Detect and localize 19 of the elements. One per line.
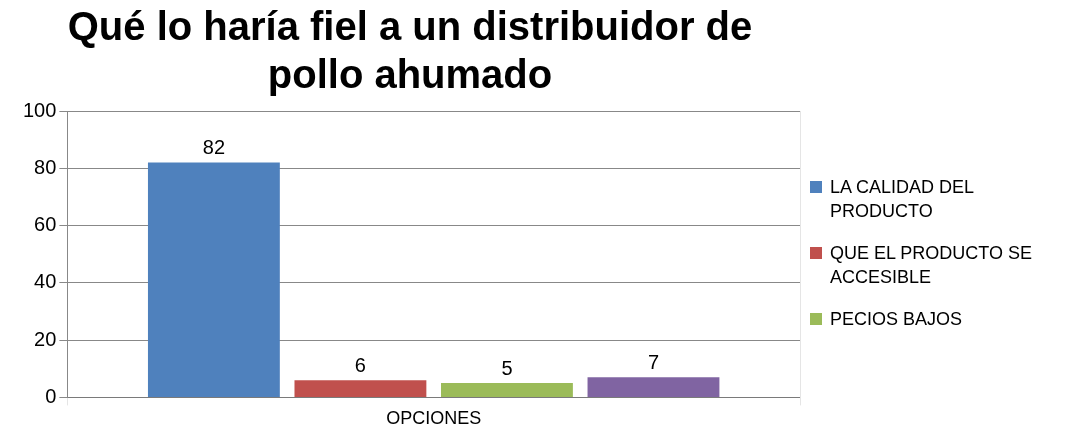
y-tick-label: 80 [34, 155, 57, 178]
bar [294, 380, 427, 397]
x-tick-label: OPCIONES [386, 408, 482, 429]
data-label: 6 [354, 353, 366, 376]
bar [147, 162, 280, 397]
y-tick-label: 40 [34, 270, 57, 293]
legend-label: LA CALIDAD DEL PRODUCTO [830, 176, 975, 223]
y-tick-label: 0 [45, 384, 57, 407]
bar [587, 377, 720, 397]
data-label: 5 [501, 356, 513, 379]
bar [441, 383, 573, 397]
y-tick-label: 100 [22, 98, 57, 121]
data-label: 7 [647, 350, 660, 373]
data-label: 82 [202, 136, 226, 159]
legend-label: QUE EL PRODUCTO SE ACCESIBLE [830, 242, 1034, 289]
legend-label: PECIOS BAJOS [830, 308, 963, 331]
chart-title: Qué lo haría fiel a un distribuidor de pollo ahumado [67, 4, 753, 97]
y-tick-label: 60 [34, 213, 57, 236]
y-tick-label: 20 [34, 327, 57, 350]
